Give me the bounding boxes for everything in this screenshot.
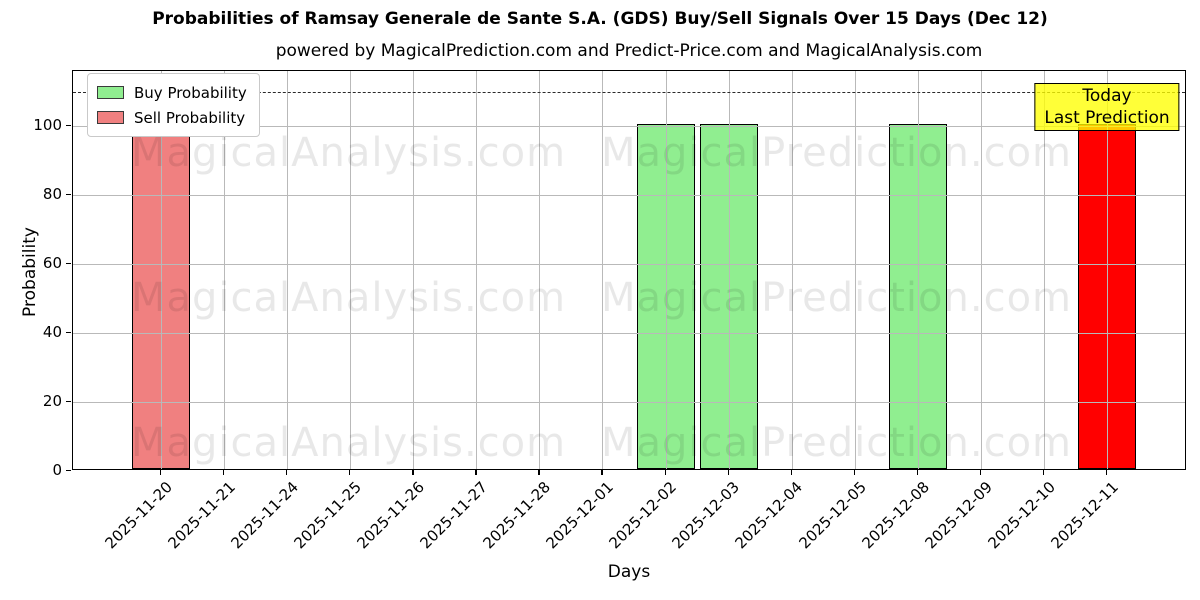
- vertical-gridline: [917, 71, 919, 469]
- x-tick-label-text: 2025-12-10: [984, 478, 1059, 553]
- horizontal-gridline: [73, 195, 1185, 197]
- y-axis-label: Probability: [20, 227, 40, 317]
- chart-title: Probabilities of Ramsay Generale de Sant…: [152, 9, 1048, 29]
- y-tick-mark: [66, 332, 71, 334]
- x-tick-mark: [349, 470, 351, 475]
- horizontal-gridline: [73, 333, 1185, 335]
- y-tick-mark: [66, 194, 71, 196]
- vertical-gridline: [1107, 71, 1108, 469]
- x-tick-label-text: 2025-11-21: [164, 478, 239, 553]
- watermark-text: MagicalAnalysis.com: [131, 275, 567, 321]
- y-tick-label: 80: [42, 185, 62, 204]
- legend-item-sell: Sell Probability: [97, 105, 247, 130]
- sell-swatch-icon: [97, 111, 124, 124]
- vertical-gridline: [980, 71, 982, 469]
- x-tick-mark: [475, 470, 477, 475]
- x-tick-mark: [286, 470, 288, 475]
- vertical-gridline: [413, 71, 415, 469]
- threshold-dashed-line: [73, 91, 1185, 93]
- x-tick-label-text: 2025-11-27: [416, 478, 492, 553]
- y-tick-label: 20: [42, 392, 62, 411]
- x-tick-mark: [727, 470, 729, 475]
- x-tick-label-text: 2025-11-20: [101, 478, 176, 553]
- annotation-line-2: Last Prediction: [1044, 107, 1170, 128]
- horizontal-gridline: [73, 264, 1185, 266]
- x-tick-label-text: 2025-12-11: [1047, 478, 1122, 553]
- x-tick-mark: [160, 470, 162, 475]
- x-tick-label-text: 2025-12-04: [732, 478, 807, 553]
- x-tick-label-text: 2025-12-02: [605, 478, 681, 553]
- x-tick-label-text: 2025-11-25: [290, 478, 365, 553]
- vertical-gridline: [1043, 71, 1045, 469]
- y-tick-label: 100: [33, 116, 62, 135]
- annotation-line-1: Today: [1082, 85, 1132, 106]
- y-tick-label: 60: [42, 254, 62, 273]
- vertical-gridline: [854, 71, 856, 469]
- legend-item-buy: Buy Probability: [97, 80, 247, 105]
- x-tick-mark: [538, 470, 540, 475]
- x-tick-mark: [412, 470, 414, 475]
- vertical-gridline: [665, 71, 667, 469]
- x-tick-mark: [790, 470, 792, 475]
- y-tick-mark: [66, 263, 71, 265]
- watermark-text: MagicalPrediction.com: [601, 420, 1072, 466]
- y-tick-mark: [66, 401, 71, 403]
- watermark-text: MagicalPrediction.com: [601, 275, 1072, 321]
- x-tick-mark: [853, 470, 856, 475]
- vertical-gridline: [539, 71, 541, 469]
- vertical-gridline: [350, 71, 352, 469]
- x-tick-mark: [223, 470, 225, 475]
- horizontal-gridline: [73, 126, 1185, 128]
- x-tick-label-text: 2025-12-01: [542, 478, 618, 553]
- x-axis-label: Days: [607, 562, 651, 582]
- x-tick-mark: [601, 470, 603, 475]
- x-tick-mark: [1106, 470, 1108, 475]
- x-tick-label-text: 2025-11-24: [227, 478, 302, 553]
- y-tick-mark: [66, 470, 71, 472]
- x-tick-label-text: 2025-11-28: [479, 478, 555, 553]
- x-tick-mark: [664, 470, 666, 475]
- x-tick-label-text: 2025-12-05: [795, 478, 870, 553]
- vertical-gridline: [602, 71, 604, 469]
- legend-label-sell: Sell Probability: [134, 108, 246, 127]
- horizontal-gridline: [73, 402, 1185, 404]
- watermark-text: MagicalPrediction.com: [601, 130, 1072, 176]
- x-tick-mark: [1042, 470, 1045, 475]
- vertical-gridline: [728, 71, 730, 469]
- y-tick-mark: [66, 125, 71, 127]
- legend-label-buy: Buy Probability: [134, 83, 247, 102]
- vertical-gridline: [476, 71, 478, 469]
- watermark-text: MagicalAnalysis.com: [131, 130, 567, 176]
- x-tick-mark: [916, 470, 919, 475]
- buy-swatch-icon: [97, 86, 124, 99]
- vertical-gridline: [791, 71, 793, 469]
- x-tick-label-text: 2025-11-26: [353, 478, 428, 553]
- y-tick-label: 40: [42, 323, 62, 342]
- vertical-gridline: [287, 71, 289, 469]
- x-tick-label-text: 2025-12-09: [921, 478, 996, 553]
- watermark-text: MagicalAnalysis.com: [131, 420, 567, 466]
- today-annotation: Today Last Prediction: [1034, 82, 1180, 131]
- plot-area: MagicalAnalysis.com MagicalPrediction.com…: [72, 70, 1186, 470]
- x-tick-mark: [979, 470, 982, 475]
- y-tick-label: 0: [52, 461, 62, 479]
- vertical-gridline: [224, 71, 226, 469]
- chart-subtitle: powered by MagicalPrediction.com and Pre…: [275, 41, 983, 61]
- legend: Buy Probability Sell Probability: [87, 73, 260, 137]
- vertical-gridline: [161, 71, 162, 469]
